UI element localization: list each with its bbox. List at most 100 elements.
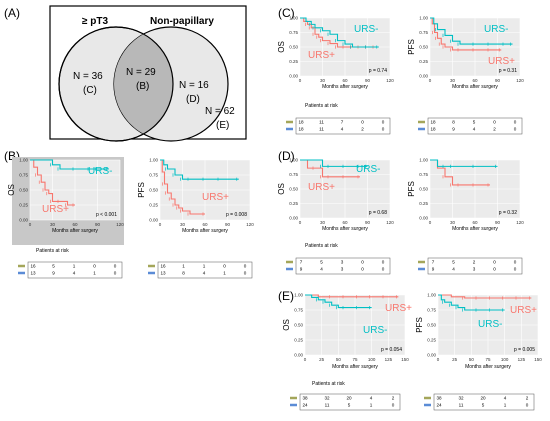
y-tick-label: 1.00 [294,293,303,298]
risk-cell: 24 [436,403,442,408]
risk-cell: 1 [93,271,96,276]
risk-cell: 8 [452,120,455,125]
series-line-urs-pos [438,294,532,299]
y-tick-label: 0.50 [294,323,303,328]
panel-label-c: (C) [278,6,295,20]
risk-cell: 0 [361,120,364,125]
risk-cell: 0 [361,267,364,272]
p-value: p = 0.005 [514,347,535,353]
risk-cell: 11 [319,127,324,132]
venn-n-e: N = 62 [205,106,235,117]
risk-table-frame [295,257,391,275]
y-tick-label: 0.00 [149,218,158,223]
y-tick-label: 1.00 [19,158,28,163]
y-tick-label: 0.50 [149,188,158,193]
y-tick-label: 0.50 [419,45,428,50]
y-tick-label: 0.75 [149,173,158,178]
panel-label-a: (A) [4,6,20,20]
risk-cell: 24 [302,403,308,408]
risk-cell: 0 [114,271,117,276]
x-axis-label: Months after surgery [52,228,98,234]
risk-cell: 0 [244,271,247,276]
risk-cell: 0 [493,120,496,125]
y-tick-label: 0.75 [19,173,28,178]
risk-cell: 9 [52,271,55,276]
km-panel-c-os: 0.00 0.25 0.50 0.75 1.00 0 30 60 90 120 OS Months a… [277,16,394,135]
y-tick-label: 0.50 [427,323,436,328]
x-tick-label: 0 [159,222,162,227]
risk-cell: 13 [30,271,36,276]
risk-cell: 0 [514,260,517,265]
y-tick-label: 1.00 [149,158,158,163]
y-axis-label: OS [7,184,16,196]
risk-table-frame [157,261,253,279]
x-tick-label: 100 [501,357,509,362]
group-label-urs-neg: URS- [363,325,387,336]
risk-cell: 1 [182,264,185,269]
risk-cell: 0 [361,260,364,265]
x-tick-label: 150 [401,357,409,362]
x-axis-label: Months after surgery [332,364,378,370]
series-line-urs-neg [300,159,368,167]
y-tick-label: 0.25 [19,203,28,208]
risk-cell: 0 [493,260,496,265]
venn-intersection [114,27,173,141]
x-tick-label: 90 [495,220,501,225]
y-tick-label: 1.00 [427,293,436,298]
risk-cell: 0 [223,264,226,269]
risk-table-title: Patients at risk [36,248,69,254]
panel-label-d: (D) [278,149,295,163]
risk-cell: 2 [493,127,496,132]
risk-cell: 5 [452,260,455,265]
x-tick-label: 0 [429,78,432,83]
risk-cell: 4 [504,396,507,401]
y-tick-label: 1.00 [419,16,428,21]
risk-cell: 7 [341,120,344,125]
p-value: p < 0.001 [96,212,117,218]
x-tick-label: 120 [386,220,394,225]
risk-cell: 5 [473,120,476,125]
y-axis-label: OS [282,319,291,331]
group-label-urs-pos: URS+ [202,192,229,203]
risk-cell: 20 [346,396,352,401]
series-line-urs-pos [160,159,205,215]
risk-cell: 0 [382,127,385,132]
risk-cell: 3 [473,267,476,272]
risk-table-frame [27,261,123,279]
x-axis-label: Months after surgery [452,226,498,232]
y-tick-label: 0.00 [19,218,28,223]
venn-label-left: ≥ pT3 [82,16,108,27]
x-tick-label: 90 [95,222,101,227]
risk-cell: 38 [302,396,308,401]
risk-cell: 4 [341,127,344,132]
risk-cell: 18 [430,127,436,132]
risk-cell: 0 [382,267,385,272]
km-panel-d-pfs: 0.000.250.500.751.000 30 60 90 120PFSMonths … [407,158,524,275]
risk-cell: 4 [452,267,455,272]
risk-cell: 18 [430,120,436,125]
x-tick-label: 120 [516,220,524,225]
x-tick-label: 30 [50,222,56,227]
risk-cell: 2 [392,396,395,401]
risk-cell: 1 [223,271,226,276]
x-axis-label: Months after surgery [465,364,511,370]
x-tick-label: 50 [336,357,342,362]
risk-table-title: Patients at risk [312,381,345,387]
group-label-urs-neg: URS- [478,319,502,330]
risk-cell: 5 [348,403,351,408]
y-tick-label: 0.00 [294,353,303,358]
x-tick-label: 60 [72,222,78,227]
x-tick-label: 0 [437,357,440,362]
risk-cell: 5 [482,403,485,408]
series-line-urs-neg [305,294,372,309]
risk-cell: 18 [298,127,304,132]
x-tick-label: 30 [320,78,326,83]
series-line-urs-neg [160,159,239,180]
risk-cell: 4 [370,396,373,401]
x-tick-label: 90 [365,220,371,225]
risk-cell: 1 [73,264,76,269]
